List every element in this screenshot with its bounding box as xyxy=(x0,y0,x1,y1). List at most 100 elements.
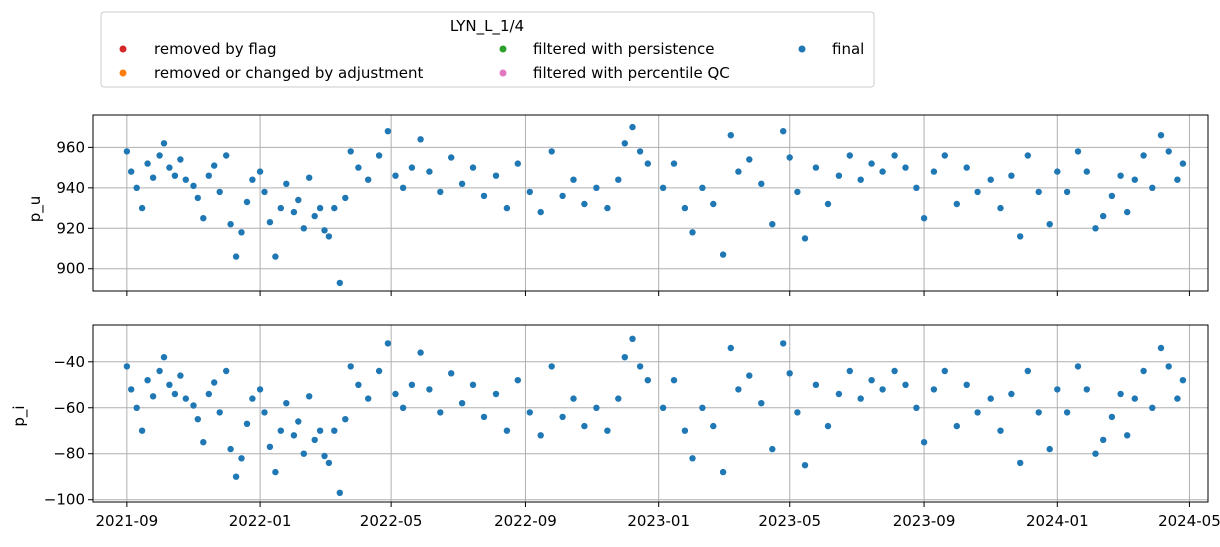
data-point xyxy=(1124,432,1131,439)
data-point xyxy=(123,363,131,370)
data-point xyxy=(1017,459,1024,467)
legend-entry-removed-or-changed-by-adjustment: removed or changed by adjustment xyxy=(119,64,423,82)
data-point xyxy=(857,395,864,402)
data-point xyxy=(1054,168,1061,175)
legend: LYN_L_1/4 removed by flag removed or cha… xyxy=(100,11,875,88)
data-point xyxy=(399,404,407,411)
data-point xyxy=(1017,233,1024,240)
data-point xyxy=(458,400,466,407)
data-point xyxy=(780,128,787,135)
grid xyxy=(93,325,1208,502)
data-point xyxy=(868,377,875,384)
data-point xyxy=(559,192,566,200)
data-point xyxy=(1157,344,1165,352)
data-point xyxy=(891,152,898,159)
grid xyxy=(93,115,1208,291)
data-point xyxy=(1174,176,1181,183)
data-point xyxy=(347,363,354,370)
data-point xyxy=(399,184,407,191)
data-point xyxy=(503,204,511,212)
data-point xyxy=(190,402,197,409)
data-point xyxy=(699,404,706,411)
x-tick-label: 2022-09 xyxy=(494,512,557,530)
data-point xyxy=(160,354,168,361)
data-point xyxy=(846,152,853,159)
data-point xyxy=(182,176,189,183)
data-point xyxy=(794,409,801,416)
legend-entry-final: final xyxy=(798,40,864,58)
data-point xyxy=(277,204,284,212)
data-point xyxy=(300,450,307,457)
data-point xyxy=(537,432,544,439)
data-point xyxy=(256,386,264,393)
legend-label: filtered with persistence xyxy=(533,40,714,58)
data-point xyxy=(997,427,1004,434)
data-point xyxy=(426,168,433,175)
data-point xyxy=(243,420,251,427)
data-point xyxy=(735,168,742,175)
data-point xyxy=(629,123,636,131)
data-point xyxy=(710,422,717,430)
data-point xyxy=(266,443,274,450)
data-point xyxy=(123,148,131,155)
data-point xyxy=(342,416,349,423)
data-point xyxy=(1179,377,1187,384)
data-point xyxy=(355,164,362,171)
data-point xyxy=(913,184,920,191)
data-point xyxy=(177,372,184,379)
data-point xyxy=(681,204,689,212)
data-point xyxy=(437,409,444,416)
y-tick-label: 900 xyxy=(56,260,85,278)
data-point xyxy=(1117,172,1124,179)
data-point xyxy=(426,386,433,393)
data-point xyxy=(469,381,477,388)
data-point xyxy=(780,340,787,347)
data-point xyxy=(321,227,328,234)
legend-marker xyxy=(499,45,507,53)
data-point xyxy=(930,168,938,175)
legend-entry-filtered-with-percentile-qc: filtered with percentile QC xyxy=(499,64,730,82)
data-point xyxy=(384,340,392,347)
data-point xyxy=(138,204,146,212)
data-point xyxy=(953,200,960,208)
y-axis-label: p_u xyxy=(26,196,45,223)
data-point xyxy=(166,164,173,171)
data-point xyxy=(417,136,424,143)
data-point xyxy=(194,416,201,423)
data-point xyxy=(256,168,264,175)
data-point xyxy=(1074,363,1082,370)
data-point xyxy=(758,400,765,407)
data-point xyxy=(283,180,290,187)
data-point xyxy=(824,422,832,430)
legend-entry-filtered-with-persistence: filtered with persistence xyxy=(499,40,714,58)
data-point xyxy=(1100,436,1107,444)
data-point xyxy=(128,386,135,393)
x-tick-label: 2024-01 xyxy=(1026,512,1089,530)
data-point xyxy=(1008,390,1015,398)
data-point xyxy=(171,172,179,179)
data-point xyxy=(277,427,284,434)
data-point xyxy=(604,204,611,212)
legend-marker xyxy=(119,45,127,53)
data-point xyxy=(336,489,343,496)
data-point xyxy=(769,445,776,453)
data-point xyxy=(548,148,555,155)
data-point xyxy=(295,418,302,425)
data-point xyxy=(1149,184,1156,191)
data-point xyxy=(365,176,372,183)
data-point xyxy=(824,200,832,208)
data-point xyxy=(177,156,184,163)
data-point xyxy=(216,409,223,416)
x-tick-label: 2022-05 xyxy=(360,512,423,530)
data-point xyxy=(448,370,455,377)
data-point xyxy=(593,404,600,411)
data-point xyxy=(786,370,793,377)
data-point xyxy=(232,473,240,480)
data-point xyxy=(1117,390,1124,398)
data-point xyxy=(746,156,753,163)
data-point xyxy=(211,162,218,169)
data-point xyxy=(182,395,189,402)
data-point xyxy=(920,215,928,222)
x-tick-label: 2023-01 xyxy=(627,512,690,530)
data-point xyxy=(644,377,651,384)
